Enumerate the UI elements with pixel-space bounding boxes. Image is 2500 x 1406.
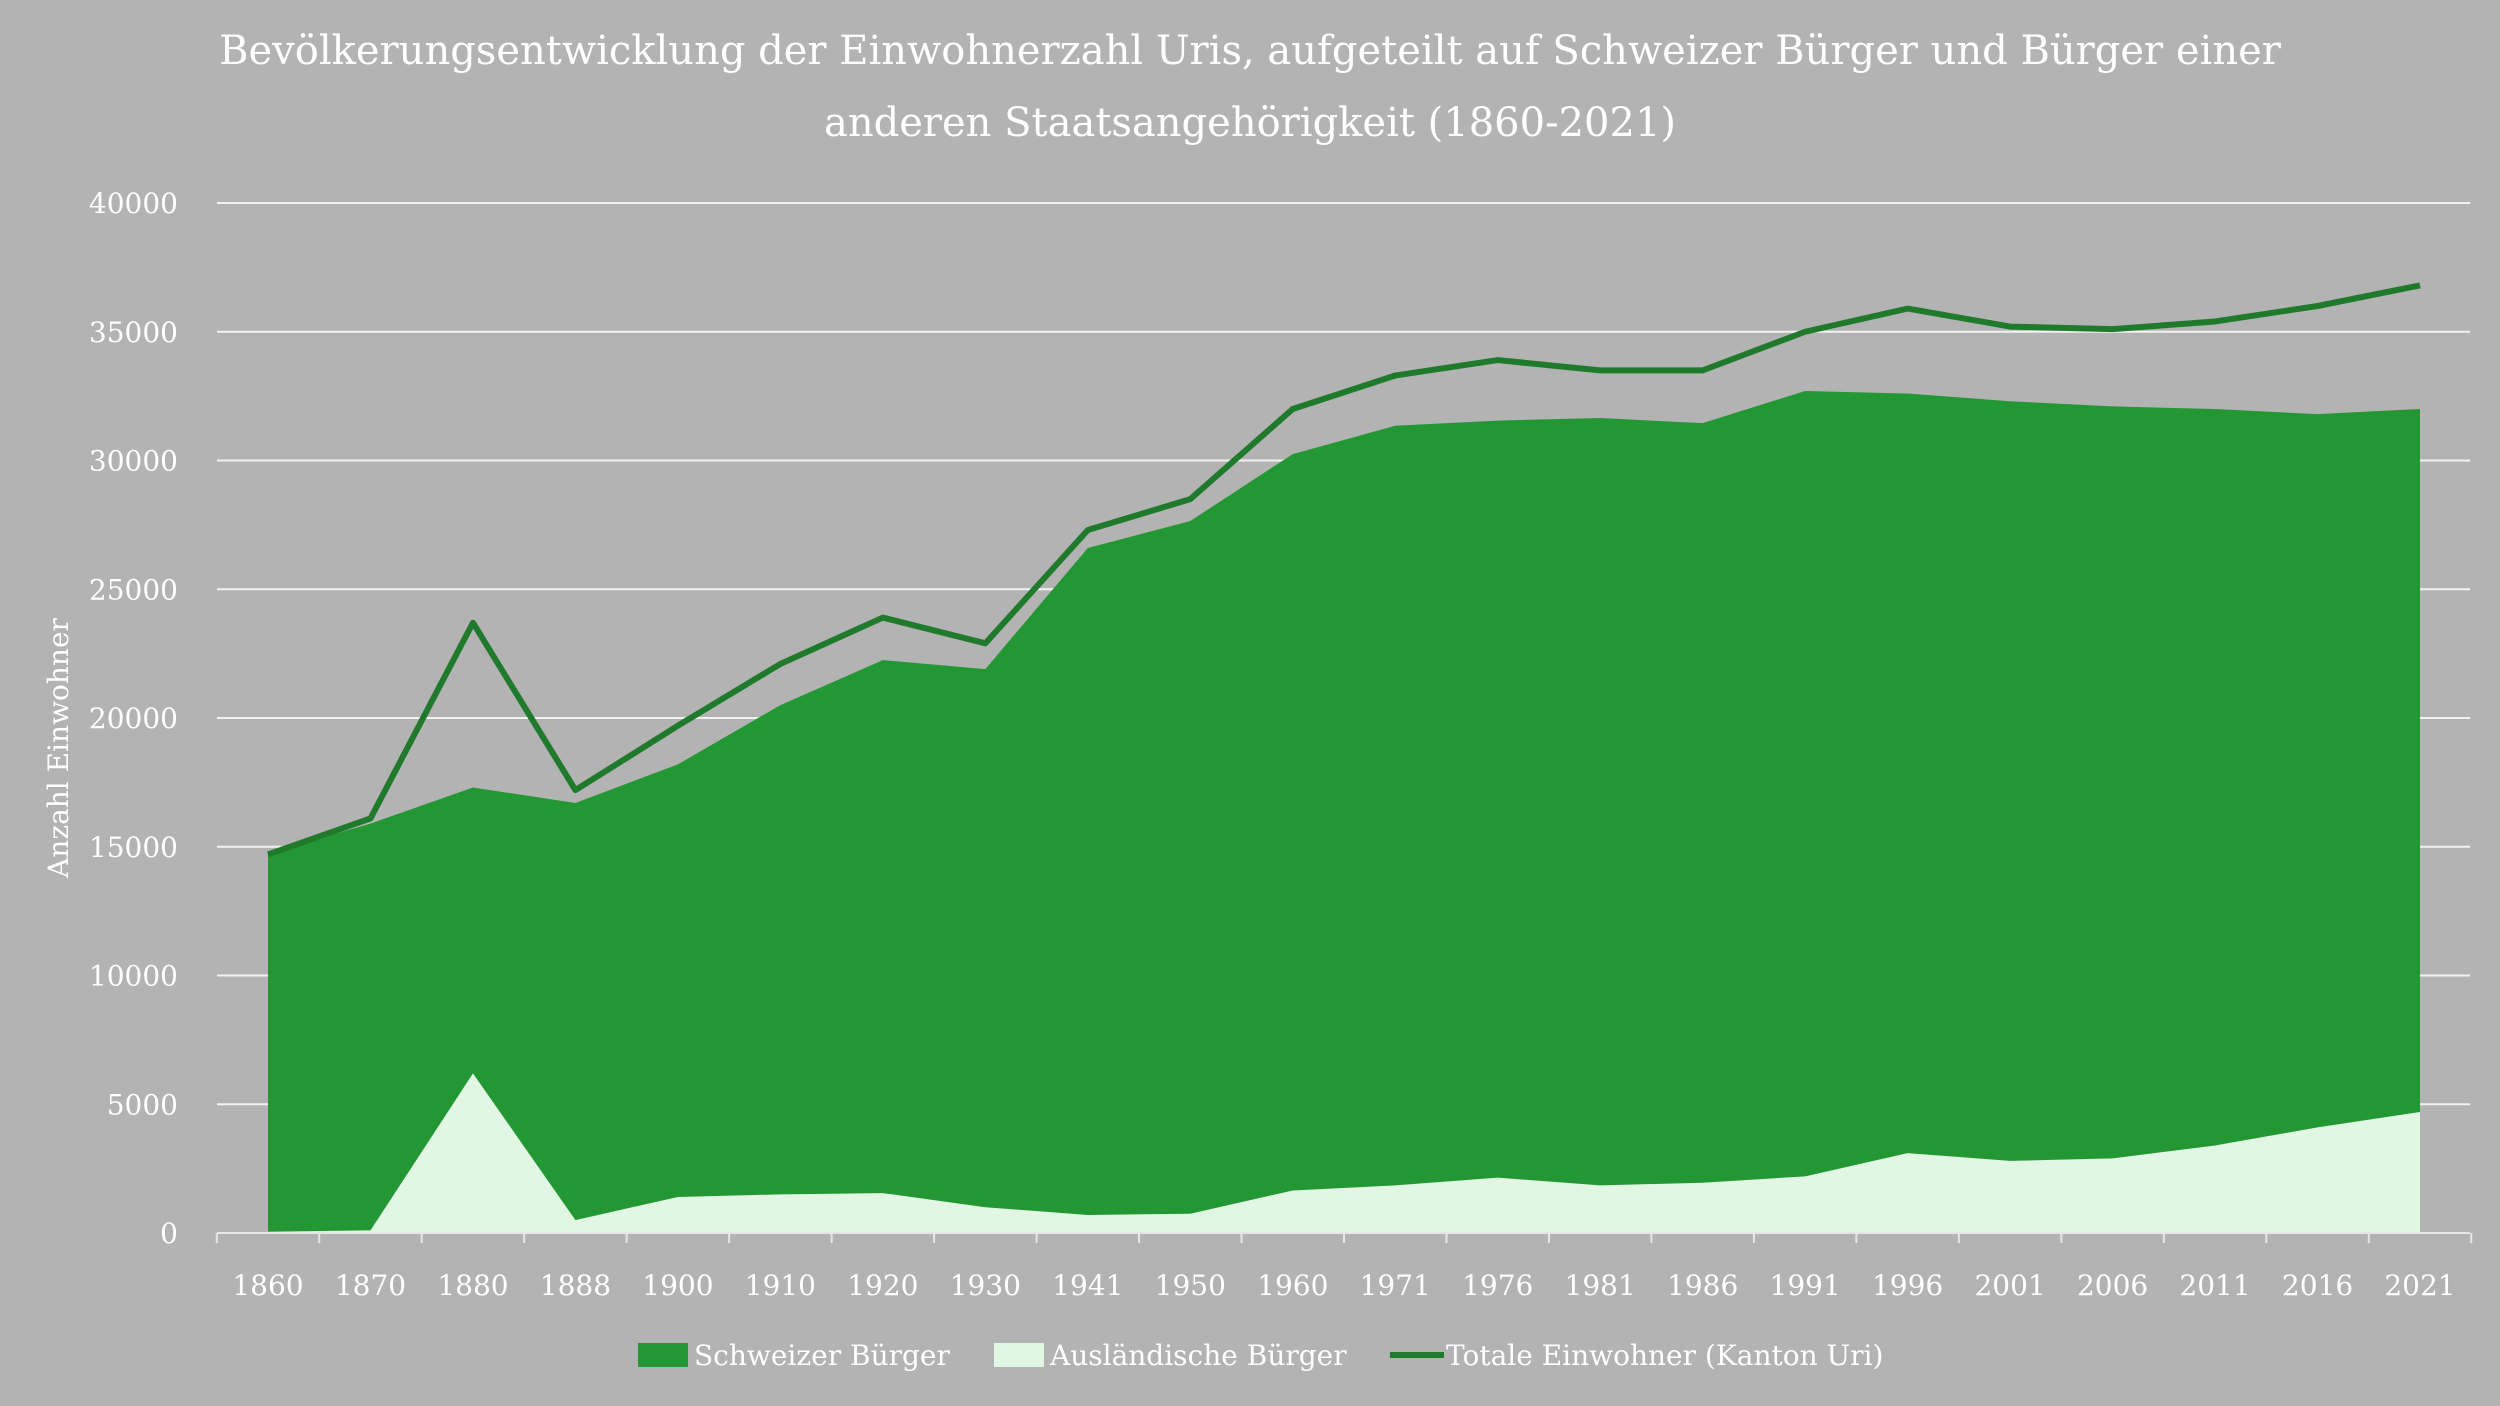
y-tick-label-25000: 25000 (89, 573, 178, 606)
x-tick-label-1920: 1920 (847, 1269, 918, 1302)
area-auslaendische-buerger (268, 1073, 2420, 1233)
stacked-areas (268, 390, 2420, 1234)
area-schweizer-buerger (268, 390, 2420, 1234)
y-tick-label-5000: 5000 (107, 1088, 178, 1121)
x-tick-label-2021: 2021 (2384, 1269, 2455, 1302)
y-tick-label-20000: 20000 (89, 702, 178, 735)
legend-auslaendische-buerger-label: Ausländische Bürger (1049, 1339, 1347, 1372)
legend-schweizer-buerger-swatch (638, 1343, 688, 1367)
y-tick-label-40000: 40000 (89, 187, 178, 220)
x-tick-label-1971: 1971 (1360, 1269, 1431, 1302)
x-tick-label-1981: 1981 (1565, 1269, 1636, 1302)
x-tick-label-2001: 2001 (1974, 1269, 2045, 1302)
y-tick-label-10000: 10000 (89, 960, 178, 993)
x-tick-label-1986: 1986 (1667, 1269, 1738, 1302)
x-tick-label-1991: 1991 (1770, 1269, 1841, 1302)
x-tick-label-1900: 1900 (642, 1269, 713, 1302)
chart-title-line-2: anderen Staatsangehörigkeit (1860-2021) (824, 100, 1676, 146)
x-tick-label-1930: 1930 (950, 1269, 1021, 1302)
y-tick-label-30000: 30000 (89, 445, 178, 478)
x-tick-label-1888: 1888 (540, 1269, 611, 1302)
legend-schweizer-buerger-label: Schweizer Bürger (694, 1339, 950, 1372)
chart-title-line-1: Bevölkerungsentwicklung der Einwohnerzah… (219, 28, 2281, 74)
x-tick-label-1880: 1880 (437, 1269, 508, 1302)
total-line (267, 282, 2421, 858)
legend-auslaendische-buerger: Ausländische Bürger (994, 1339, 1347, 1372)
legend-totale-einwohner-label: Totale Einwohner (Kanton Uri) (1446, 1339, 1883, 1372)
y-tick-label-15000: 15000 (89, 831, 178, 864)
legend-schweizer-buerger: Schweizer Bürger (638, 1339, 950, 1372)
y-tick-label-35000: 35000 (89, 316, 178, 349)
x-tick-label-1941: 1941 (1052, 1269, 1123, 1302)
x-tick-label-2016: 2016 (2282, 1269, 2353, 1302)
legend: Schweizer Bürger Ausländische Bürger Total… (638, 1339, 1883, 1372)
x-tick-label-1870: 1870 (335, 1269, 406, 1302)
axes (215, 1232, 2473, 1243)
x-tick-label-1996: 1996 (1872, 1269, 1943, 1302)
x-tick-label-1910: 1910 (745, 1269, 816, 1302)
legend-totale-einwohner: Totale Einwohner (Kanton Uri) (1390, 1339, 1883, 1372)
x-tick-label-1960: 1960 (1257, 1269, 1328, 1302)
line-totale-einwohner (267, 282, 2421, 858)
x-tick-label-1860: 1860 (232, 1269, 303, 1302)
legend-auslaendische-buerger-swatch (994, 1343, 1044, 1367)
x-tick-label-2006: 2006 (2077, 1269, 2148, 1302)
y-tick-label-0: 0 (160, 1217, 178, 1250)
x-tick-label-1950: 1950 (1155, 1269, 1226, 1302)
tick-labels: 0 5000 10000 15000 20000 25000 30000 35000 40000… (42, 187, 2456, 1302)
x-tick-label-1976: 1976 (1462, 1269, 1533, 1302)
x-tick-label-2011: 2011 (2179, 1269, 2250, 1302)
y-axis-title: Anzahl Einwohner (42, 617, 75, 878)
